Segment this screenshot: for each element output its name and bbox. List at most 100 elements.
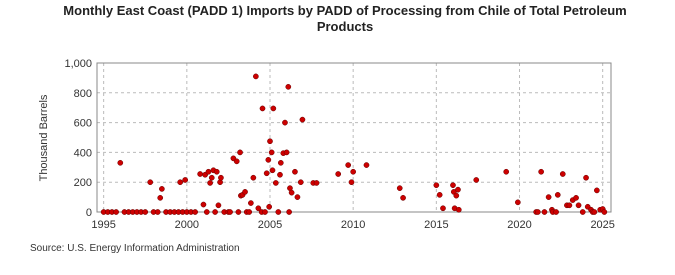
point — [350, 168, 357, 175]
point — [313, 180, 320, 186]
point — [262, 209, 268, 215]
point — [113, 209, 119, 215]
point — [213, 168, 220, 175]
point — [299, 116, 306, 123]
point — [455, 186, 461, 193]
point — [348, 179, 355, 186]
point — [237, 149, 243, 156]
x-tick-label: 2015 — [424, 219, 448, 231]
point — [400, 194, 406, 201]
point — [297, 179, 304, 186]
y-axis-label: Thousand Barrels — [38, 94, 50, 181]
point — [363, 162, 370, 168]
point — [272, 180, 279, 186]
point — [192, 209, 198, 215]
point — [203, 209, 210, 215]
point — [335, 171, 342, 177]
point — [269, 167, 276, 174]
point — [282, 119, 288, 126]
point — [227, 209, 233, 215]
point — [345, 162, 352, 168]
point — [541, 209, 548, 215]
x-tick-label: 2020 — [507, 219, 531, 231]
point — [277, 159, 284, 166]
x-tick-label: 2005 — [258, 219, 282, 231]
point — [218, 174, 224, 181]
point — [142, 209, 149, 215]
point — [288, 189, 295, 196]
point — [157, 194, 164, 201]
chart-title: Monthly East Coast (PADD 1) Imports by P… — [63, 3, 627, 34]
point — [545, 194, 552, 200]
point — [594, 187, 600, 194]
point — [455, 206, 462, 213]
point — [292, 168, 298, 175]
point — [268, 149, 275, 156]
point — [154, 209, 161, 215]
point — [259, 105, 266, 112]
y-tick-label: 200 — [74, 177, 92, 189]
point — [514, 199, 521, 206]
source: Source: U.S. Energy Information Administ… — [30, 243, 240, 254]
point — [182, 177, 189, 183]
x-tick-label: 1995 — [91, 219, 115, 231]
point — [277, 171, 283, 178]
point — [250, 174, 257, 181]
point — [579, 209, 586, 215]
point — [283, 149, 290, 156]
x-tick-label: 2000 — [175, 219, 199, 231]
point — [200, 201, 207, 208]
point — [566, 202, 573, 209]
point — [473, 177, 480, 183]
point — [450, 182, 456, 189]
point — [559, 171, 566, 177]
point — [208, 174, 215, 181]
point — [503, 168, 510, 175]
y-tick-label: 400 — [74, 147, 92, 159]
point — [270, 105, 277, 112]
point — [286, 209, 292, 215]
point — [246, 209, 253, 215]
point — [538, 168, 544, 175]
point — [233, 158, 240, 165]
point — [263, 170, 270, 177]
y-tick-label: 1,000 — [64, 58, 92, 70]
point — [275, 209, 282, 215]
point — [117, 159, 124, 166]
point — [197, 171, 203, 177]
x-tick-label: 2010 — [341, 219, 365, 231]
point — [205, 168, 212, 175]
point — [159, 186, 165, 192]
y-tick-label: 800 — [74, 88, 92, 100]
plot-frame — [96, 62, 612, 213]
point — [177, 179, 184, 186]
point — [575, 202, 582, 209]
point — [207, 180, 213, 186]
point — [294, 194, 301, 200]
point — [436, 192, 443, 198]
point — [248, 200, 254, 206]
point — [554, 192, 561, 198]
point — [147, 179, 154, 186]
y-tick-label: 0 — [86, 207, 92, 219]
point — [553, 209, 559, 215]
point — [433, 182, 440, 189]
point — [396, 185, 403, 192]
point — [235, 209, 242, 215]
point — [591, 209, 598, 215]
point — [215, 202, 222, 209]
point — [255, 205, 262, 212]
point — [583, 174, 589, 181]
point — [573, 194, 579, 201]
point — [285, 83, 292, 90]
point — [440, 205, 446, 212]
point — [534, 209, 541, 215]
point — [266, 203, 273, 210]
point — [265, 157, 272, 163]
y-tick-label: 600 — [74, 118, 92, 130]
point — [212, 209, 218, 215]
point — [253, 73, 259, 80]
x-tick-label: 2025 — [590, 219, 614, 231]
